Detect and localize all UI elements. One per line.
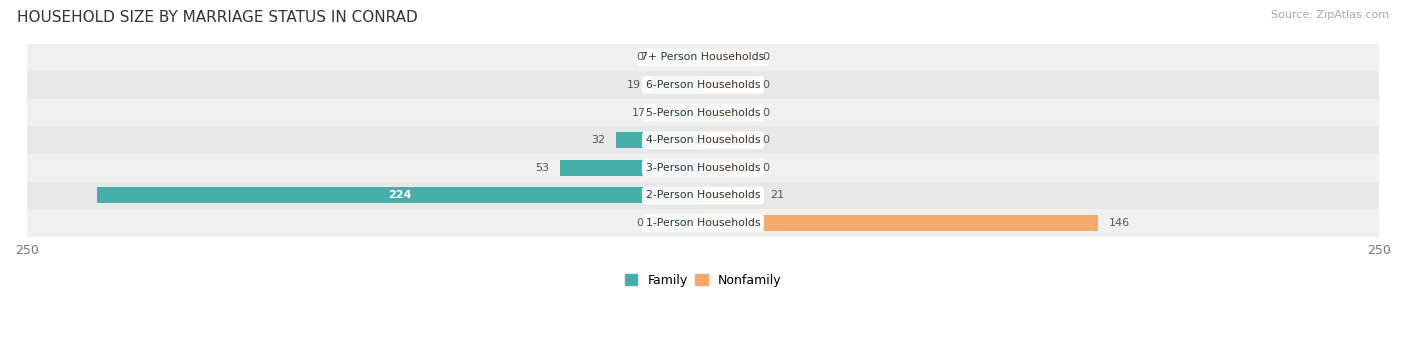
Text: 5-Person Households: 5-Person Households [645,108,761,118]
Bar [657,105,703,121]
Text: 0: 0 [762,135,769,145]
Text: 6-Person Households: 6-Person Households [645,80,761,90]
Text: 0: 0 [762,163,769,173]
Bar [703,77,752,93]
Bar [27,99,1379,127]
Bar [654,49,703,65]
Text: Source: ZipAtlas.com: Source: ZipAtlas.com [1271,10,1389,20]
Bar [703,188,759,204]
Bar [616,132,703,148]
Bar [703,49,752,65]
Text: 0: 0 [762,80,769,90]
Text: 4-Person Households: 4-Person Households [645,135,761,145]
Bar [27,209,1379,237]
Bar [27,182,1379,209]
Bar [651,77,703,93]
Legend: Family, Nonfamily: Family, Nonfamily [624,274,782,287]
Text: HOUSEHOLD SIZE BY MARRIAGE STATUS IN CONRAD: HOUSEHOLD SIZE BY MARRIAGE STATUS IN CON… [17,10,418,25]
Bar [703,105,752,121]
Text: 19: 19 [627,80,641,90]
Bar [97,188,703,204]
Bar [560,160,703,176]
Text: 17: 17 [633,108,647,118]
Text: 0: 0 [762,108,769,118]
Text: 3-Person Households: 3-Person Households [645,163,761,173]
Text: 7+ Person Households: 7+ Person Households [641,53,765,62]
Text: 1-Person Households: 1-Person Households [645,218,761,228]
Bar [654,215,703,231]
Text: 224: 224 [388,191,412,201]
Text: 2-Person Households: 2-Person Households [645,191,761,201]
Bar [27,71,1379,99]
Bar [27,44,1379,71]
Bar [703,160,752,176]
Text: 53: 53 [534,163,548,173]
Text: 0: 0 [637,218,644,228]
Bar [703,215,1098,231]
Text: 32: 32 [592,135,606,145]
Text: 0: 0 [762,53,769,62]
Bar [703,132,752,148]
Bar [27,127,1379,154]
Text: 146: 146 [1109,218,1130,228]
Text: 21: 21 [770,191,785,201]
Text: 0: 0 [637,53,644,62]
Bar [27,154,1379,182]
